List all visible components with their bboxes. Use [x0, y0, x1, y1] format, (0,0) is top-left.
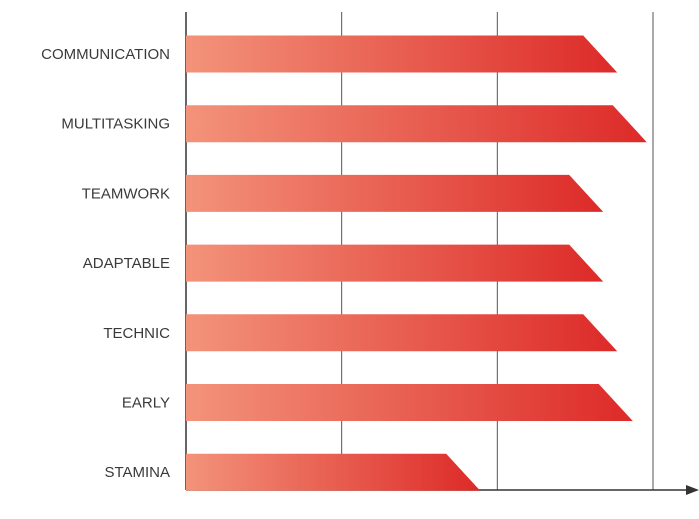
category-label-communication: COMMUNICATION [41, 46, 170, 63]
bars [186, 35, 647, 491]
category-label-teamwork: TEAMWORK [82, 185, 170, 202]
category-label-technic: TECHNIC [103, 325, 170, 342]
category-label-multitasking: MULTITASKING [61, 116, 170, 133]
x-axis-arrow-icon [686, 485, 699, 495]
category-label-early: EARLY [122, 395, 170, 412]
bar-teamwork [186, 174, 604, 212]
bar-early [186, 384, 633, 421]
bar-technic [186, 314, 618, 352]
category-labels: COMMUNICATION MULTITASKING TEAMWORK ADAPTAB… [41, 46, 170, 481]
bar-multitasking [186, 105, 647, 143]
category-label-adaptable: ADAPTABLE [83, 255, 170, 272]
bar-stamina [186, 453, 481, 491]
bar-communication [186, 35, 618, 73]
bar-adaptable [186, 244, 604, 282]
category-label-stamina: STAMINA [104, 464, 170, 481]
